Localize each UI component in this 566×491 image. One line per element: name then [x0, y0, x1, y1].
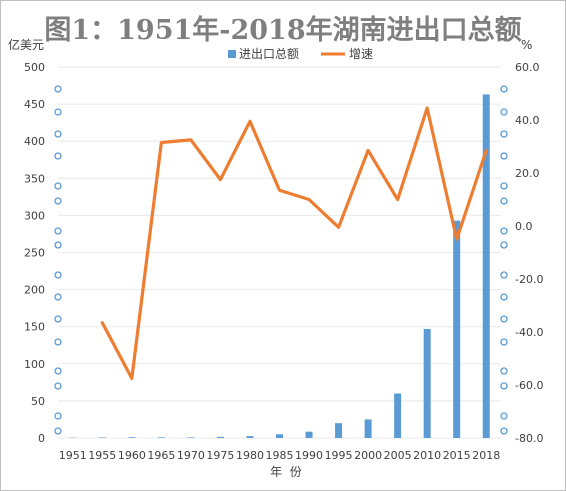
legend[interactable]: 进出口总额 增速: [228, 47, 373, 61]
gridlines: [58, 66, 501, 439]
x-tick-label: 1995: [325, 449, 353, 462]
selection-handle[interactable]: [54, 293, 62, 301]
x-tick-label: 2005: [384, 449, 412, 462]
bar-2018[interactable]: [482, 94, 490, 438]
x-axis-title: 年 份: [270, 465, 302, 479]
selection-handle[interactable]: [54, 197, 62, 205]
selection-handle[interactable]: [54, 412, 62, 420]
y-axis-left-ticks: 0 50 100 150 200 250 300 350 400 450 500: [24, 61, 45, 445]
selection-handle[interactable]: [500, 315, 508, 323]
selection-handle[interactable]: [500, 412, 508, 420]
selection-handle[interactable]: [54, 241, 62, 249]
bar-1965[interactable]: [157, 437, 165, 438]
selection-handle[interactable]: [500, 227, 508, 235]
y-axis-left-title: 亿美元: [8, 37, 44, 52]
selection-handle[interactable]: [54, 182, 62, 190]
selection-handle[interactable]: [500, 85, 508, 93]
y-left-tick-label: 200: [24, 284, 45, 297]
y-left-tick-label: 350: [24, 172, 45, 185]
selection-handle[interactable]: [54, 152, 62, 160]
y-left-tick-label: 150: [24, 321, 45, 334]
y-right-tick-label: 0.0: [515, 220, 533, 233]
x-tick-label: 1951: [59, 449, 87, 462]
selection-handle[interactable]: [54, 271, 62, 279]
bar-1990[interactable]: [305, 431, 313, 438]
legend-swatch-bar: [228, 50, 236, 58]
selection-handle[interactable]: [54, 85, 62, 93]
selection-handle[interactable]: [500, 130, 508, 138]
x-tick-label: 1965: [147, 449, 175, 462]
y-left-tick-label: 500: [24, 61, 45, 74]
x-tick-label: 1975: [206, 449, 234, 462]
bar-1975[interactable]: [216, 436, 224, 438]
x-tick-label: 1960: [118, 449, 146, 462]
bar-1955[interactable]: [98, 437, 106, 438]
selection-handle[interactable]: [500, 108, 508, 116]
selection-handle[interactable]: [54, 108, 62, 116]
selection-handle[interactable]: [500, 293, 508, 301]
x-tick-label: 1970: [177, 449, 205, 462]
bar-1980[interactable]: [246, 436, 254, 438]
y-axis-right-ticks: -80.0 -60.0 -40.0 -20.0 0.0 20.0 40.0 60.0: [515, 61, 543, 445]
y-right-tick-label: 40.0: [515, 114, 540, 127]
x-tick-label: 2000: [354, 449, 382, 462]
y-axis-right-title: %: [521, 38, 532, 52]
selection-handle[interactable]: [500, 427, 508, 435]
selection-handle[interactable]: [54, 367, 62, 375]
bar-2010[interactable]: [423, 328, 431, 438]
y-left-tick-label: 400: [24, 135, 45, 148]
y-left-tick-label: 250: [24, 247, 45, 260]
y-left-tick-label: 50: [31, 395, 45, 408]
selection-handle[interactable]: [500, 197, 508, 205]
selection-handle[interactable]: [500, 367, 508, 375]
selection-handle[interactable]: [500, 152, 508, 160]
x-tick-label: 1985: [266, 449, 294, 462]
bar-2015[interactable]: [453, 220, 461, 438]
selection-handle[interactable]: [500, 338, 508, 346]
selection-handles[interactable]: [54, 85, 508, 435]
y-right-tick-label: 20.0: [515, 167, 540, 180]
x-tick-label: 2018: [472, 449, 500, 462]
bar-1985[interactable]: [276, 434, 283, 438]
x-tick-label: 2015: [443, 449, 471, 462]
legend-label-bar: 进出口总额: [239, 47, 299, 61]
y-right-tick-label: 60.0: [515, 61, 540, 74]
selection-handle[interactable]: [500, 382, 508, 390]
y-right-tick-label: -20.0: [515, 273, 543, 286]
legend-label-line: 增速: [349, 47, 373, 61]
y-left-tick-label: 300: [24, 209, 45, 222]
y-right-tick-label: -60.0: [515, 379, 543, 392]
y-right-tick-label: -40.0: [515, 326, 543, 339]
y-left-tick-label: 450: [24, 98, 45, 111]
bar-series[interactable]: [69, 94, 490, 438]
line-series[interactable]: [100, 106, 488, 380]
selection-handle[interactable]: [54, 315, 62, 323]
y-right-tick-label: -80.0: [515, 432, 543, 445]
x-tick-label: 2010: [413, 449, 441, 462]
selection-handle[interactable]: [54, 382, 62, 390]
selection-handle[interactable]: [500, 271, 508, 279]
selection-handle[interactable]: [500, 182, 508, 190]
bar-1960[interactable]: [128, 437, 136, 438]
x-tick-label: 1990: [295, 449, 323, 462]
selection-handle[interactable]: [500, 241, 508, 249]
chart-title: 图1：1951年-2018年湖南进出口总额: [44, 14, 521, 46]
bar-2005[interactable]: [394, 393, 402, 438]
bar-2000[interactable]: [364, 419, 372, 438]
selection-handle[interactable]: [54, 427, 62, 435]
bar-1970[interactable]: [187, 437, 195, 438]
selection-handle[interactable]: [54, 130, 62, 138]
x-axis-ticks: 1951 1955 1960 1965 1970 1975 1980 1985 1990 1995…: [59, 449, 500, 462]
selection-handle[interactable]: [54, 338, 62, 346]
growth-rate-line[interactable]: [100, 106, 488, 380]
x-tick-label: 1980: [236, 449, 264, 462]
x-tick-label: 1955: [88, 449, 116, 462]
y-left-tick-label: 0: [38, 432, 45, 445]
bar-1995[interactable]: [335, 423, 343, 438]
selection-handle[interactable]: [54, 227, 62, 235]
y-left-tick-label: 100: [24, 358, 45, 371]
